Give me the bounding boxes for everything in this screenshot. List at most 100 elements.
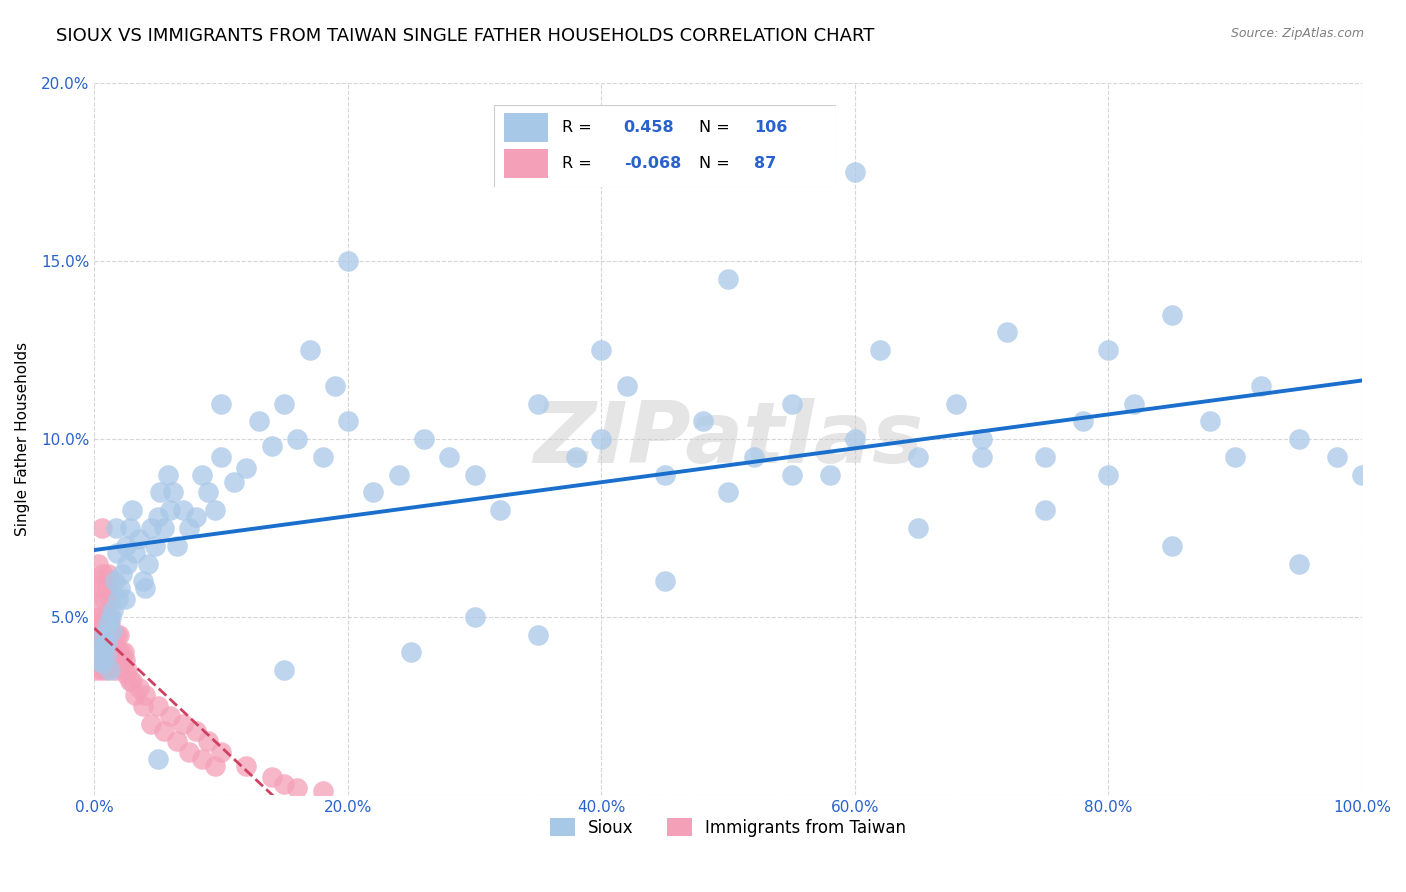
Point <box>565 450 588 464</box>
Point <box>844 165 866 179</box>
Point <box>844 432 866 446</box>
Point <box>101 648 124 663</box>
Point <box>191 467 214 482</box>
Point <box>131 574 153 589</box>
Point <box>96 582 118 596</box>
Point <box>90 610 112 624</box>
Point <box>97 567 120 582</box>
Point <box>742 450 765 464</box>
Point <box>717 272 740 286</box>
Point <box>1351 467 1374 482</box>
Point <box>260 439 283 453</box>
Point <box>1122 396 1144 410</box>
Point <box>94 648 117 663</box>
Point <box>191 752 214 766</box>
Point <box>1250 378 1272 392</box>
Point <box>184 723 207 738</box>
Point <box>105 546 128 560</box>
Point <box>222 475 245 489</box>
Point <box>179 745 201 759</box>
Point <box>86 592 108 607</box>
Point <box>91 648 114 663</box>
Point <box>115 666 138 681</box>
Point <box>98 641 121 656</box>
Point <box>166 734 188 748</box>
Point <box>616 378 638 392</box>
Point <box>91 617 114 632</box>
Text: ZIPatlas: ZIPatlas <box>533 398 924 481</box>
Point <box>527 396 550 410</box>
Point <box>1097 467 1119 482</box>
Point <box>96 663 118 677</box>
Point <box>84 663 107 677</box>
Point <box>172 503 194 517</box>
Point <box>285 780 308 795</box>
Point <box>995 326 1018 340</box>
Point <box>118 521 141 535</box>
Point <box>273 396 295 410</box>
Point <box>209 745 232 759</box>
Point <box>141 521 163 535</box>
Point <box>591 343 613 358</box>
Point <box>107 592 129 607</box>
Point <box>235 460 257 475</box>
Point <box>84 628 107 642</box>
Point <box>527 628 550 642</box>
Point <box>285 432 308 446</box>
Point <box>298 343 321 358</box>
Point <box>103 638 125 652</box>
Point <box>136 557 159 571</box>
Y-axis label: Single Father Households: Single Father Households <box>15 342 30 536</box>
Point <box>91 645 114 659</box>
Point <box>91 628 114 642</box>
Point <box>105 628 128 642</box>
Point <box>361 485 384 500</box>
Point <box>1225 450 1247 464</box>
Point <box>89 638 111 652</box>
Point <box>134 688 156 702</box>
Point <box>90 645 112 659</box>
Text: SIOUX VS IMMIGRANTS FROM TAIWAN SINGLE FATHER HOUSEHOLDS CORRELATION CHART: SIOUX VS IMMIGRANTS FROM TAIWAN SINGLE F… <box>56 27 875 45</box>
Point <box>110 645 132 659</box>
Point <box>260 770 283 784</box>
Point <box>97 617 120 632</box>
Text: Source: ZipAtlas.com: Source: ZipAtlas.com <box>1230 27 1364 40</box>
Point <box>184 510 207 524</box>
Point <box>869 343 891 358</box>
Point <box>100 628 122 642</box>
Point <box>179 521 201 535</box>
Point <box>91 656 114 670</box>
Point <box>143 539 166 553</box>
Point <box>96 645 118 659</box>
Point <box>156 467 179 482</box>
Point <box>717 485 740 500</box>
Point <box>1097 343 1119 358</box>
Point <box>108 628 131 642</box>
Point <box>128 532 150 546</box>
Point <box>159 709 181 723</box>
Point <box>204 759 226 773</box>
Point <box>89 659 111 673</box>
Point <box>970 450 993 464</box>
Point <box>780 467 803 482</box>
Point <box>86 645 108 659</box>
Point <box>1160 539 1182 553</box>
Point <box>172 716 194 731</box>
Point <box>273 663 295 677</box>
Point <box>197 485 219 500</box>
Point <box>124 688 146 702</box>
Point <box>692 414 714 428</box>
Point <box>273 777 295 791</box>
Point <box>945 396 967 410</box>
Point <box>387 467 409 482</box>
Point <box>591 432 613 446</box>
Point <box>87 641 110 656</box>
Point <box>115 539 138 553</box>
Point <box>97 610 120 624</box>
Point <box>1033 503 1056 517</box>
Point <box>117 557 139 571</box>
Point <box>97 652 120 666</box>
Point <box>153 723 176 738</box>
Point <box>235 759 257 773</box>
Point <box>108 582 131 596</box>
